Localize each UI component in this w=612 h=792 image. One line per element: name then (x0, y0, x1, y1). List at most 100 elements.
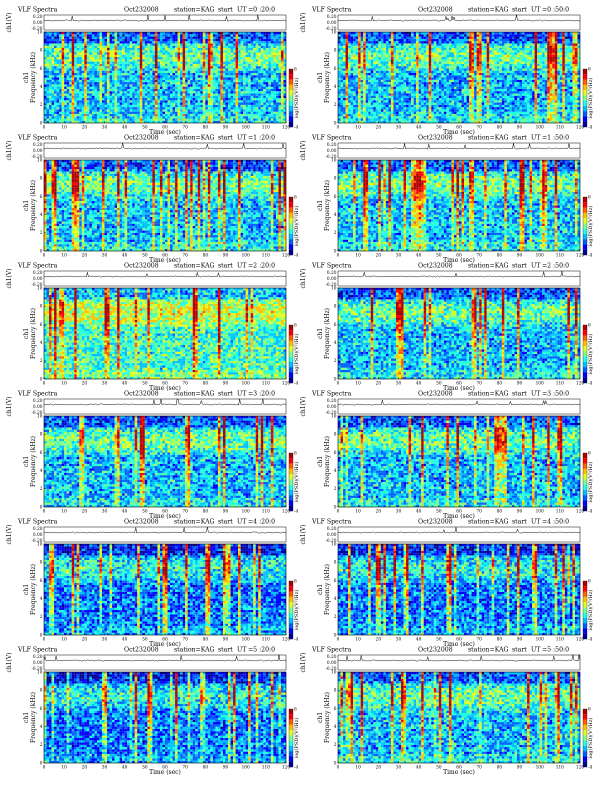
spectrogram-cell (109, 34, 113, 37)
spectrogram-cell (210, 102, 213, 105)
spectrogram-cell (273, 45, 276, 48)
spectrogram-cell (84, 36, 87, 39)
spectrogram-cell (149, 113, 153, 117)
spectrogram-cell (278, 120, 282, 124)
spectrogram-cell (44, 52, 47, 55)
spectrogram-cell (195, 82, 198, 85)
spectrogram-cell (149, 52, 153, 55)
spectrogram-cell (222, 91, 226, 94)
spectrogram-cell (152, 104, 155, 108)
spectrogram-cell (375, 72, 379, 76)
spectrogram-cell (222, 79, 226, 83)
spectrogram-cell (165, 97, 168, 101)
spectrogram-cell (338, 116, 341, 119)
spectrogram-cell (228, 38, 231, 42)
spectrogram-cell (403, 120, 407, 124)
spectrogram-cell (205, 34, 208, 37)
spectrogram-cell (149, 59, 153, 62)
spectrogram-cell (202, 57, 206, 60)
spectrogram-cell (220, 82, 224, 85)
spectrogram-cell (222, 61, 226, 64)
spectrogram-cell (81, 107, 85, 110)
spectrogram-cell (112, 38, 115, 42)
spectrogram-cell (210, 100, 213, 103)
spectrogram-cell (383, 93, 386, 96)
spectrogram-cell (383, 97, 386, 101)
spectrogram-cell (270, 68, 274, 71)
spectrogram-cell (172, 70, 176, 73)
spectrogram-cell (94, 100, 97, 103)
spectrogram-cell (117, 88, 120, 92)
spectrogram-cell (355, 68, 359, 71)
spectrogram-cell (250, 79, 254, 83)
spectrogram-cell (137, 57, 140, 60)
spectrogram-cell (265, 68, 269, 71)
spectrogram-cell (280, 84, 284, 87)
spectrogram-cell (205, 102, 208, 105)
spectrogram-cell (147, 52, 150, 55)
spectrogram-cell (104, 50, 108, 53)
spectrogram-cell (280, 75, 284, 78)
spectrogram-cell (104, 95, 108, 99)
spectrogram-cell (94, 93, 97, 96)
spectrogram-cell (345, 118, 349, 121)
spectrogram-cell (248, 95, 251, 99)
spectrogram-cell (373, 100, 376, 103)
spectrogram-cell (132, 102, 135, 105)
spectrogram-cell (114, 116, 118, 119)
spectrogram-cell (159, 95, 163, 99)
spectrogram-cell (353, 93, 356, 96)
spectrogram-cell (200, 79, 203, 83)
spectrogram-cell (51, 68, 55, 71)
spectrogram-cell (375, 34, 379, 37)
spectrogram-cell (280, 66, 284, 69)
spectrogram-cell (84, 100, 87, 103)
spectrogram-cell (79, 32, 82, 35)
spectrogram-cell (142, 32, 145, 35)
spectrogram-cell (129, 118, 133, 121)
spectrogram-cell (338, 88, 341, 92)
spectrogram-cell (393, 72, 397, 76)
spectrogram-cell (172, 104, 176, 108)
spectrogram-cell (398, 77, 402, 80)
spectrogram-cell (348, 47, 351, 51)
spectrogram-cell (112, 36, 115, 39)
spectrogram-cell (383, 111, 386, 114)
spectrogram-cell (283, 66, 287, 69)
spectrogram-cell (395, 100, 399, 103)
spectrogram-cell (240, 82, 244, 85)
spectrogram-cell (180, 93, 183, 96)
spectrogram-cell (74, 107, 77, 110)
spectrogram-cell (363, 38, 366, 42)
spectrogram-cell (61, 66, 65, 69)
spectrogram-cell (243, 36, 246, 39)
spectrogram-cell (170, 100, 173, 103)
spectrogram-cell (255, 88, 259, 92)
spectrogram-cell (375, 45, 379, 48)
spectrogram-cell (375, 61, 379, 64)
spectrogram-cell (345, 84, 349, 87)
spectrogram-cell (61, 32, 65, 35)
spectrogram-cell (114, 72, 118, 76)
spectrogram-cell (353, 77, 356, 80)
spectrogram-cell (268, 95, 271, 99)
spectrogram-cell (132, 38, 135, 42)
spectrogram-cell (76, 38, 80, 42)
spectrogram-cell (225, 72, 229, 76)
spectrogram-cell (368, 47, 371, 51)
spectrogram-cell (139, 118, 143, 121)
spectrogram-cell (175, 50, 178, 53)
spectrogram-cell (84, 57, 87, 60)
spectrogram-cell (107, 104, 110, 108)
spectrogram-cell (265, 36, 269, 39)
spectrogram-cell (64, 77, 67, 80)
spectrogram-cell (182, 88, 186, 92)
spectrogram-cell (212, 41, 216, 44)
spectrogram-cell (401, 41, 404, 44)
spectrogram-cell (56, 63, 60, 67)
spectrogram-cell (350, 41, 354, 44)
spectrogram-cell (215, 32, 218, 35)
spectrogram-cell (217, 61, 221, 64)
spectrogram-cell (393, 63, 397, 67)
spectrogram-cell (363, 97, 366, 101)
